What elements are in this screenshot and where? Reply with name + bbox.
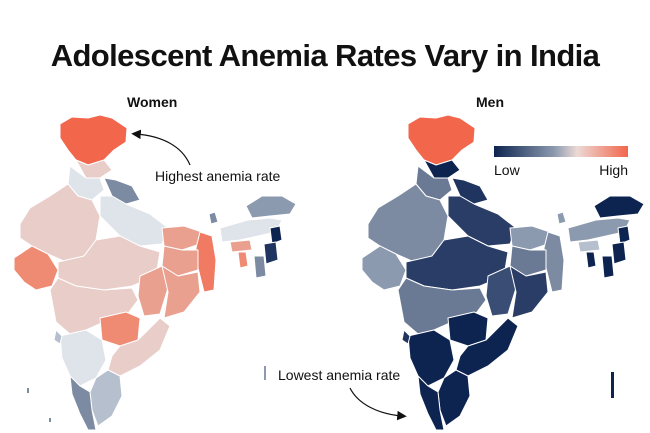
- men-region-manipur: [611, 241, 627, 265]
- women-region-maharashtra: [49, 277, 139, 335]
- men-region-small: [264, 366, 266, 380]
- women-region-meghalaya: [229, 239, 253, 253]
- men-region-odisha: [509, 265, 549, 319]
- legend-low-label: Low: [494, 162, 520, 178]
- men-region-tripura: [585, 251, 597, 269]
- highest-arrow: [131, 129, 191, 166]
- women-region-lakshadweep: [49, 418, 51, 422]
- men-region-nagaland: [617, 225, 631, 245]
- women-region-arunachal: [245, 195, 297, 219]
- women-region-andaman: [27, 388, 29, 393]
- women-region-goa: [53, 329, 63, 345]
- men-region-sikkim: [556, 211, 567, 225]
- men-region-mizoram: [601, 255, 615, 279]
- page-title: Adolescent Anemia Rates Vary in India: [50, 38, 600, 73]
- women-region-manipur: [263, 241, 279, 265]
- legend-high-label: High: [599, 162, 628, 178]
- men-region-kerala: [417, 375, 445, 431]
- women-map: [13, 114, 297, 431]
- men-region-goa: [401, 329, 411, 345]
- women-region-mizoram: [253, 255, 267, 279]
- men-region-maharashtra: [397, 277, 487, 335]
- men-region-meghalaya: [577, 239, 601, 253]
- women-region-kashmir: [59, 114, 128, 166]
- men-region-gujarat: [361, 245, 407, 291]
- women-region-tripura: [237, 251, 249, 269]
- women-region-kerala: [69, 375, 97, 431]
- men-region-andaman: [611, 372, 614, 398]
- men-map: [264, 114, 645, 431]
- men-region-ap: [455, 317, 519, 377]
- women-region-gujarat: [13, 245, 59, 291]
- men-region-kashmir: [407, 114, 476, 166]
- highest-annotation: Highest anemia rate: [155, 168, 281, 184]
- women-region-odisha: [161, 265, 201, 319]
- lowest-annotation: Lowest anemia rate: [278, 367, 401, 383]
- color-legend: Low High: [494, 146, 628, 178]
- women-region-sikkim: [208, 211, 219, 225]
- lowest-arrow: [349, 387, 407, 421]
- legend-gradient-bar: [494, 146, 628, 157]
- women-region-ap: [107, 317, 171, 377]
- women-panel-label: Women: [127, 94, 178, 110]
- men-region-arunachal: [593, 195, 645, 219]
- women-region-nagaland: [269, 225, 283, 245]
- men-panel-label: Men: [476, 94, 504, 110]
